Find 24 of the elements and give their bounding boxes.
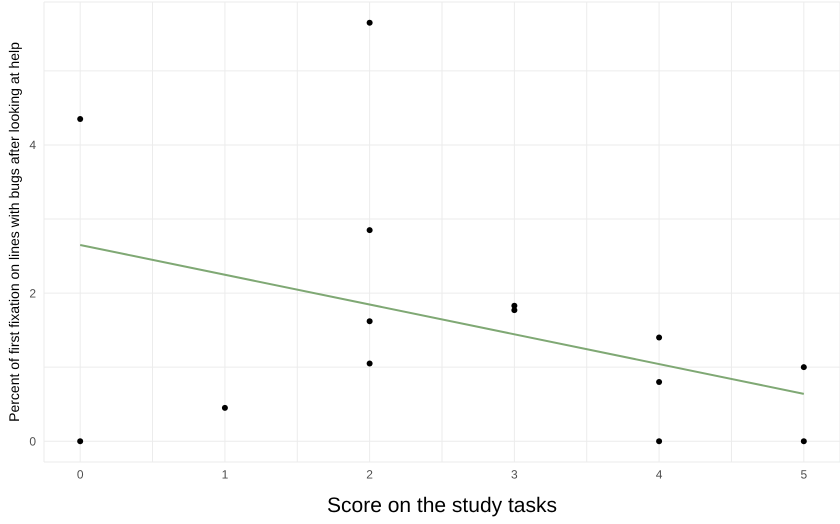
x-tick-label: 2 xyxy=(366,468,374,482)
point xyxy=(366,360,373,366)
x-axis-title: Score on the study tasks xyxy=(327,494,557,517)
y-tick-label: 4 xyxy=(29,138,36,152)
point xyxy=(77,438,84,444)
y-tick-label: 2 xyxy=(29,286,36,300)
point xyxy=(800,364,807,370)
y-tick-label: 0 xyxy=(29,434,36,449)
point xyxy=(656,379,662,385)
x-tick-label: 4 xyxy=(656,468,663,482)
x-tick-label: 3 xyxy=(511,468,518,482)
x-tick-label: 0 xyxy=(76,468,84,482)
x-tick-label: 5 xyxy=(800,468,808,482)
point xyxy=(366,318,373,324)
point xyxy=(366,20,373,26)
x-tick-label: 1 xyxy=(222,468,229,482)
point xyxy=(222,404,228,411)
point xyxy=(77,116,84,122)
point xyxy=(511,307,518,314)
point xyxy=(800,438,807,444)
point xyxy=(656,334,662,341)
point xyxy=(366,227,373,234)
point xyxy=(656,438,662,444)
y-axis-title: Percent of first fixation on lines with bugs after looking at help xyxy=(6,42,22,422)
